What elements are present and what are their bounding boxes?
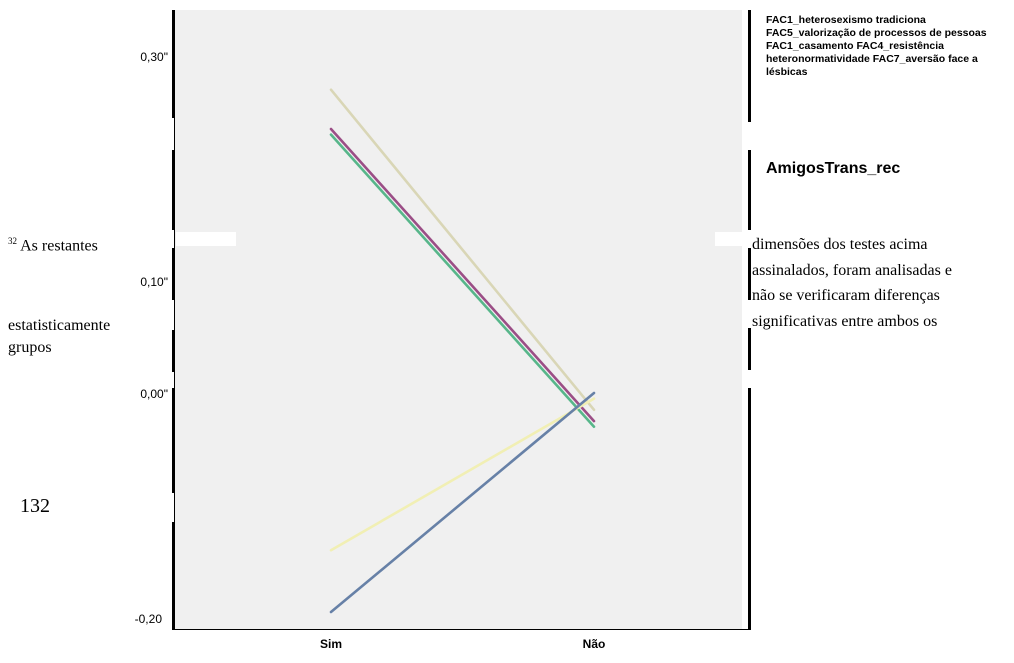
y-tick-label: -0,20 xyxy=(134,612,162,626)
legend-title: AmigosTrans_rec xyxy=(766,160,901,177)
footnote-left-c: grupos xyxy=(8,339,52,356)
y-axis-segment xyxy=(172,248,175,300)
footnote-band-right xyxy=(715,232,746,246)
y-axis-segment xyxy=(172,388,175,493)
footnote-right-3: significativas entre ambos os xyxy=(752,313,938,330)
y-tick-label: 0,00" xyxy=(140,387,168,401)
y-tick-label: 0,30" xyxy=(140,50,168,64)
y-axis-segment xyxy=(172,150,175,230)
right-axis-segment xyxy=(748,150,751,230)
footnote-left-b: estatisticamente xyxy=(8,317,111,334)
footnote-right-0: dimensões dos testes acima xyxy=(752,236,928,253)
series-line-4 xyxy=(329,391,596,614)
y-tick-label: 0,10" xyxy=(140,275,168,289)
footnote-band-left xyxy=(176,232,236,246)
right-axis-segment xyxy=(748,10,751,122)
series-line-3 xyxy=(329,397,596,552)
footnote-left-a: 32 As restantes xyxy=(8,236,98,255)
series-line-2 xyxy=(329,133,596,429)
plot-area xyxy=(174,10,742,630)
right-axis-segment xyxy=(748,248,751,300)
right-axis-segment xyxy=(748,388,751,630)
right-axis-segment xyxy=(748,328,751,370)
y-axis-segment xyxy=(172,10,175,118)
footnote-right-2: não se verificaram diferenças xyxy=(752,287,940,304)
y-axis-segment xyxy=(172,522,175,630)
legend-items: FAC1_heterosexismo tradiciona FAC5_valor… xyxy=(766,14,987,78)
footnote-right-1: assinalados, foram analisadas e xyxy=(752,262,952,279)
footnote-text: As restantes xyxy=(20,237,98,255)
y-axis-segment xyxy=(172,330,175,372)
page-number: 132 xyxy=(20,495,50,517)
x-tick-label: Sim xyxy=(319,637,342,651)
series-line-1 xyxy=(329,127,596,423)
x-axis-line xyxy=(172,629,751,630)
footnote-mark: 32 xyxy=(8,236,17,246)
series-line-0 xyxy=(329,88,596,412)
x-tick-label: Não xyxy=(582,637,606,651)
